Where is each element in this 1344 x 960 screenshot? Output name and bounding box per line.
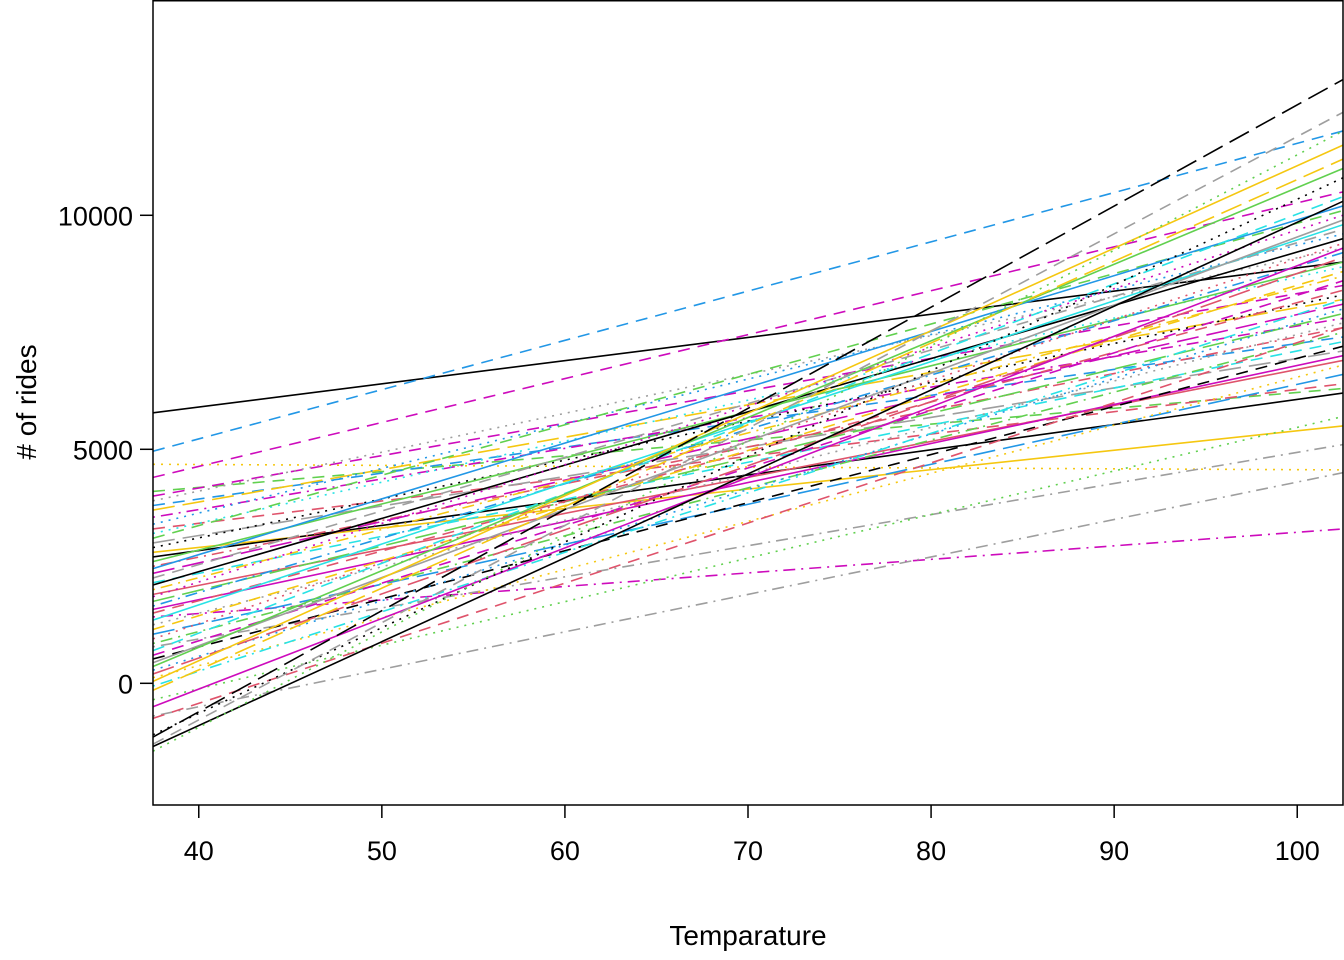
series-layer xyxy=(153,78,1343,752)
series-line-51 xyxy=(153,158,1343,692)
x-axis-label: Temparature xyxy=(669,920,826,951)
series-line-14 xyxy=(153,209,1343,539)
x-tick-label: 80 xyxy=(916,836,946,866)
series-line-4 xyxy=(153,191,1343,479)
series-line-58 xyxy=(153,111,1343,745)
series-line-24 xyxy=(153,340,1343,584)
series-line-59 xyxy=(153,200,1343,748)
series-line-44 xyxy=(153,219,1343,664)
x-tick-label: 100 xyxy=(1275,836,1320,866)
series-line-1 xyxy=(153,261,1343,414)
series-line-26 xyxy=(153,275,1343,591)
x-axis: 40 50 60 70 80 90 100 xyxy=(184,805,1320,866)
y-tick-label: 0 xyxy=(118,669,133,699)
series-line-33 xyxy=(153,528,1343,618)
series-line-9 xyxy=(153,298,1343,511)
series-line-45 xyxy=(153,167,1343,668)
series-line-17 xyxy=(153,425,1343,554)
x-tick-label: 60 xyxy=(550,836,580,866)
series-line-7 xyxy=(153,247,1343,502)
series-line-20 xyxy=(153,326,1343,568)
x-tick-label: 50 xyxy=(367,836,397,866)
series-line-18 xyxy=(153,392,1343,558)
series-line-28 xyxy=(153,214,1343,598)
series-line-29 xyxy=(153,312,1343,603)
series-line-47 xyxy=(153,256,1343,675)
series-line-36 xyxy=(153,270,1343,631)
series-line-53 xyxy=(153,247,1343,708)
series-line-40 xyxy=(153,443,1343,648)
series-line-34 xyxy=(153,223,1343,621)
series-line-32 xyxy=(153,289,1343,614)
series-line-41 xyxy=(153,195,1343,652)
series-line-30 xyxy=(153,251,1343,607)
series-line-56 xyxy=(153,177,1343,736)
y-tick-label: 10000 xyxy=(58,201,133,231)
series-line-43 xyxy=(153,345,1343,660)
series-line-39 xyxy=(153,331,1343,645)
series-line-21 xyxy=(153,205,1343,570)
series-line-55 xyxy=(153,326,1343,720)
x-tick-label: 70 xyxy=(733,836,763,866)
series-line-2 xyxy=(153,130,1343,452)
y-axis-label: # of rides xyxy=(11,344,42,459)
y-axis: 0 5000 10000 xyxy=(58,201,153,699)
series-line-48 xyxy=(153,364,1343,679)
series-line-16 xyxy=(153,294,1343,549)
y-tick-label: 5000 xyxy=(73,435,133,465)
series-line-38 xyxy=(153,242,1343,640)
series-line-54 xyxy=(153,471,1343,717)
x-tick-label: 40 xyxy=(184,836,214,866)
series-line-50 xyxy=(153,298,1343,687)
series-line-6 xyxy=(153,284,1343,497)
x-tick-label: 90 xyxy=(1099,836,1129,866)
series-line-49 xyxy=(153,144,1343,683)
series-line-37 xyxy=(153,373,1343,635)
series-line-25 xyxy=(153,237,1343,586)
series-line-57 xyxy=(153,78,1343,738)
series-line-22 xyxy=(153,303,1343,575)
series-line-23 xyxy=(153,228,1343,579)
